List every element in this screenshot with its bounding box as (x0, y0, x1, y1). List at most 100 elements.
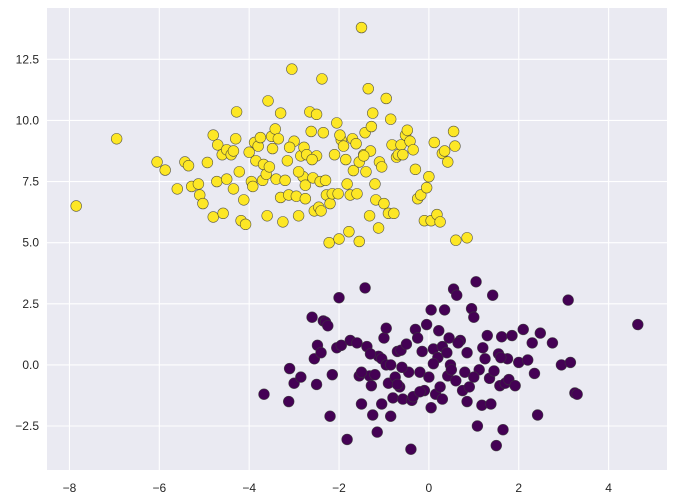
data-point (376, 398, 388, 410)
data-point (470, 276, 482, 288)
data-point (324, 197, 336, 210)
data-point (506, 329, 518, 342)
data-point (333, 291, 345, 304)
data-point (292, 166, 305, 178)
data-point (438, 145, 451, 157)
data-point (355, 366, 368, 378)
data-point (283, 141, 296, 154)
data-point (355, 398, 368, 410)
data-point (221, 173, 233, 185)
data-point (495, 351, 507, 364)
x-tick-label: −4 (242, 481, 256, 495)
cluster-1-points (258, 276, 644, 455)
data-point (378, 332, 390, 344)
data-point (233, 166, 245, 178)
data-point (443, 332, 455, 344)
data-point (372, 222, 385, 234)
data-point (388, 207, 400, 220)
data-point (447, 125, 460, 138)
data-point (299, 192, 312, 205)
data-point (324, 410, 336, 422)
data-point (461, 232, 473, 244)
y-tick-label: 12.5 (16, 52, 40, 66)
data-point (316, 73, 328, 85)
data-point (229, 133, 242, 145)
data-point (509, 379, 521, 392)
data-point (434, 216, 446, 228)
data-point (365, 120, 378, 133)
data-point (355, 21, 368, 34)
data-point (471, 420, 484, 432)
data-point (337, 140, 350, 152)
x-tick-label: 2 (515, 481, 522, 495)
data-point (192, 178, 205, 190)
data-point (238, 194, 250, 206)
data-point (477, 342, 489, 354)
data-point (310, 378, 323, 391)
data-point (433, 324, 445, 337)
data-point (230, 106, 243, 118)
data-point (369, 368, 381, 381)
data-point (497, 423, 509, 436)
data-point (367, 409, 379, 421)
x-tick-label: −8 (63, 481, 77, 495)
x-tick-label: −2 (332, 481, 346, 495)
data-point (401, 124, 414, 136)
data-point (70, 200, 82, 212)
data-point (305, 125, 317, 138)
data-point (445, 364, 458, 376)
data-point (380, 92, 392, 105)
data-point (451, 289, 463, 301)
data-point (254, 131, 267, 144)
data-point (340, 153, 352, 166)
x-tick-label: −6 (152, 481, 166, 495)
data-point (351, 337, 363, 349)
data-point (333, 233, 345, 245)
data-point (416, 345, 428, 358)
data-point (197, 197, 209, 210)
data-point (425, 304, 437, 316)
data-point (378, 197, 390, 210)
data-point (315, 205, 327, 217)
data-point (207, 129, 219, 141)
data-point (277, 216, 289, 228)
data-point (258, 388, 270, 400)
data-point (367, 107, 379, 119)
data-point (315, 346, 327, 359)
data-point (423, 371, 435, 383)
data-point (286, 63, 298, 75)
data-point (110, 133, 123, 145)
data-point (322, 320, 334, 332)
data-point (436, 393, 449, 405)
data-point (414, 366, 426, 378)
data-point (207, 211, 219, 223)
data-point (247, 180, 259, 193)
data-point (546, 337, 559, 349)
data-point (347, 164, 360, 177)
data-point (468, 371, 480, 383)
data-point (151, 156, 163, 168)
y-tick-label: −2.5 (15, 419, 39, 433)
data-point (363, 210, 376, 222)
data-point (243, 146, 255, 158)
data-point (531, 409, 544, 421)
data-point (371, 426, 383, 438)
data-point (407, 144, 419, 156)
data-point (319, 174, 332, 187)
data-point (341, 178, 353, 190)
data-point (632, 318, 644, 331)
data-point (353, 235, 365, 248)
data-point (486, 289, 499, 301)
data-point (317, 126, 330, 139)
data-point (292, 210, 305, 222)
data-point (331, 117, 343, 129)
data-point (396, 361, 408, 374)
data-point (428, 136, 440, 149)
data-point (461, 346, 473, 359)
x-axis-tick-labels: −8 −6 −4 −2 0 2 4 (63, 481, 613, 495)
data-point (283, 395, 295, 408)
y-axis-tick-labels: −2.5 0.0 2.5 5.0 7.5 10.0 12.5 (15, 52, 39, 433)
data-point (479, 353, 491, 365)
data-point (365, 379, 378, 392)
